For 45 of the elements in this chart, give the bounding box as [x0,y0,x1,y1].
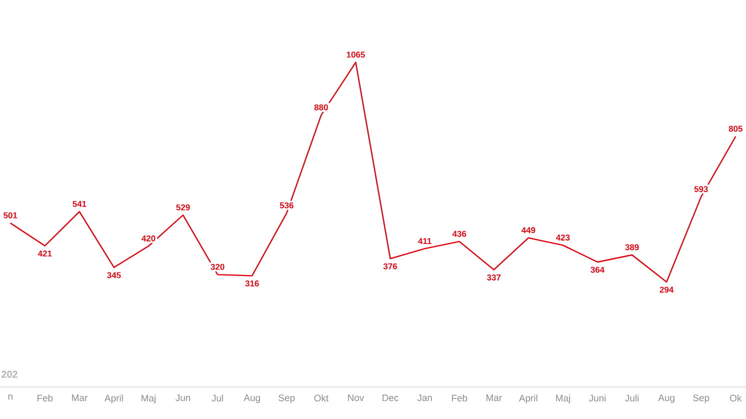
x-tick-label: Feb [38,394,53,402]
x-tick-label: April [518,394,538,404]
x-tick-label: Jun [176,394,190,402]
data-label: 294 [660,286,674,293]
data-label: 421 [38,250,52,256]
x-tick-label: Mar [72,394,88,402]
data-label: 345 [107,272,121,278]
data-label: 805 [728,126,742,132]
data-label: 389 [625,244,639,250]
x-tick-label: Maj [556,394,570,404]
data-label: 436 [452,230,466,237]
data-label: 593 [694,186,708,192]
data-label: 529 [176,204,190,210]
x-tick-label: n [8,394,12,400]
x-tick-label: Juli [625,394,638,402]
x-tick-label: Juni [588,394,606,402]
data-label: 411 [418,238,432,244]
x-tick-label: Sep [278,394,295,404]
x-tick-label: Ok [730,394,742,402]
data-label: 420 [142,235,156,242]
data-label: 376 [383,263,398,270]
data-label: 320 [210,264,224,270]
text: 202 [2,370,18,378]
x-tick-label: Okt [314,394,328,402]
x-tick-label: Jul [212,394,223,402]
data-label: 423 [556,234,570,241]
data-label: 449 [521,227,536,234]
data-label: 541 [72,201,86,207]
data-label: 364 [590,266,605,273]
x-tick-label: Aug [244,394,260,403]
data-label: 316 [245,280,259,286]
x-tick-label: Nov [348,394,364,402]
x-tick-label: Jan [417,394,432,402]
x-tick-label: April [104,394,123,404]
x-tick-label: Mar [486,394,502,402]
x-tick-label: Aug [658,394,674,403]
data-label: 501 [4,212,18,218]
x-tick-label: Dec [382,394,398,402]
x-tick-label: Maj [142,394,156,404]
data-label: 337 [487,274,501,280]
data-label: 536 [280,202,294,208]
x-tick-label: Feb [452,394,468,402]
data-label: 1065 [346,52,365,58]
x-tick-label: Sep [693,394,710,404]
data-label: 880 [314,104,328,110]
